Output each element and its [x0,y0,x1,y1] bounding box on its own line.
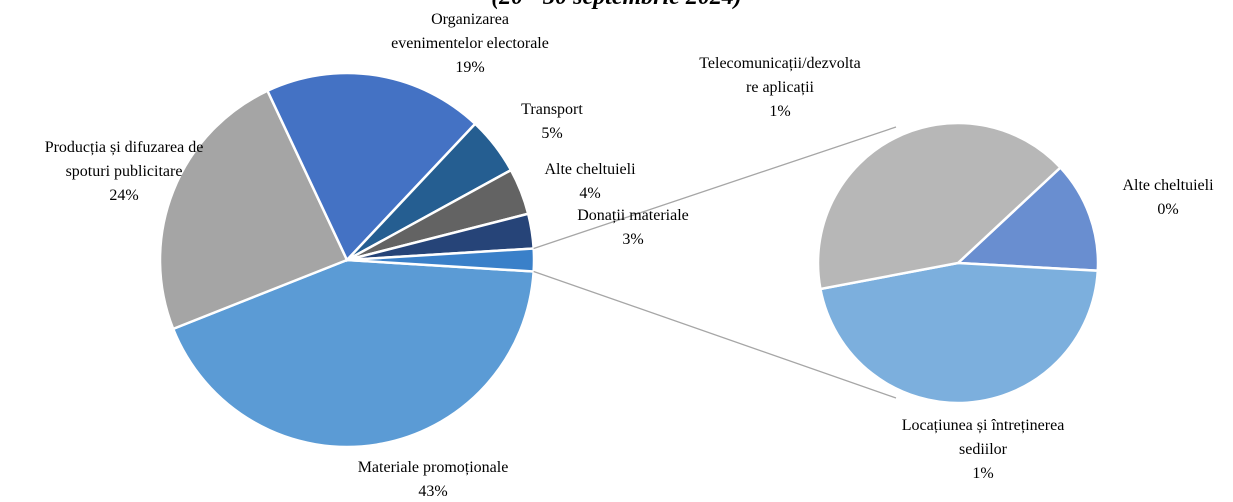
label-value: 3% [622,231,644,248]
label-value: 0% [1157,201,1179,218]
data-label: Materiale promoționale 43% [303,456,563,502]
label-name: Producția și difuzarea de spoturi public… [44,139,204,180]
label-name: Materiale promoționale [357,459,509,476]
label-name: Alte cheltuieli [1122,177,1214,194]
label-value: 1% [972,465,994,482]
pie-slice [818,261,1100,405]
label-name: Transport [521,101,583,118]
label-name: Donații materiale [577,207,689,224]
data-label: Donații materiale 3% [503,204,763,252]
connector-line [533,270,897,399]
label-value: 24% [109,187,139,204]
pie-slice [955,165,1100,273]
label-value: 1% [769,103,791,120]
label-name: Organizarea evenimentelor electorale [391,11,549,52]
pie-slice [265,71,477,263]
label-value: 5% [541,125,563,142]
pie-slice [171,258,535,449]
pie-slice [816,121,1063,291]
data-label: Alte cheltuieli 4% [460,158,720,206]
other-slice [346,247,536,273]
connector-line [533,126,897,250]
label-value: 43% [418,483,448,500]
data-label: Producția și difuzarea de spoturi public… [0,136,254,208]
chart-title: (20 - 30 septembrie 2024) [0,0,1233,11]
pie-slice [158,89,349,331]
data-label: Organizarea evenimentelor electorale 19% [340,8,600,80]
label-name: Locațiunea și întreținerea sediilor [901,417,1065,458]
data-label: Alte cheltuieli 0% [1038,174,1233,222]
data-label: Transport 5% [422,98,682,146]
label-value: 4% [579,185,601,202]
data-label: Telecomunicații/dezvolta re aplicații 1% [650,52,910,124]
label-name: Telecomunicații/dezvolta re aplicații [699,55,861,96]
label-value: 19% [455,59,485,76]
data-label: Locațiunea și întreținerea sediilor 1% [853,414,1113,486]
label-name: Alte cheltuieli [544,161,636,178]
